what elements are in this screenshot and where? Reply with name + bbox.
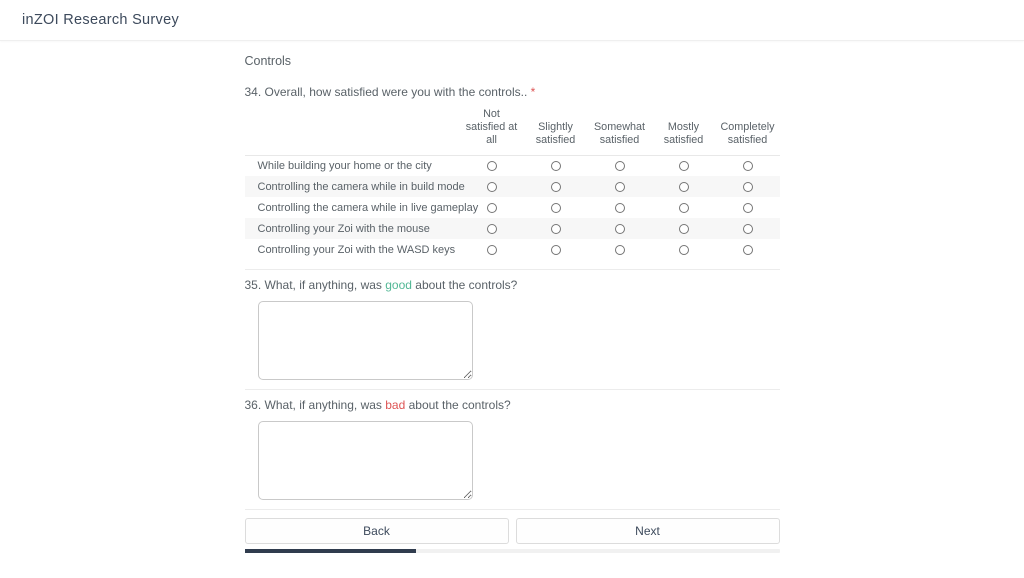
matrix-cell: [588, 176, 652, 197]
section-divider: [244, 509, 780, 511]
matrix-radio[interactable]: [678, 181, 689, 192]
matrix-radio[interactable]: [614, 244, 625, 255]
page-title: inZOI Research Survey: [22, 12, 179, 28]
question-36: 36. What, if anything, was bad about the…: [245, 398, 780, 501]
question-36-highlight: bad: [385, 398, 406, 413]
matrix-header-row: Not satisfied at all Slightly satisfied So…: [245, 108, 780, 155]
matrix-cell: [588, 239, 652, 260]
question-35-label: 35. What, if anything, was good about th…: [245, 278, 780, 292]
matrix-cell: [523, 154, 588, 177]
question-34-text: 34. Overall, how satisfied were you with…: [244, 85, 528, 99]
matrix-radio[interactable]: [678, 202, 689, 213]
matrix-cell: [459, 154, 524, 177]
progress-fill: [244, 549, 416, 554]
matrix-row: Controlling your Zoi with the WASD keys: [245, 239, 780, 260]
matrix-cell: [716, 218, 780, 239]
matrix-radio[interactable]: [486, 202, 497, 213]
matrix-radio[interactable]: [550, 181, 561, 192]
matrix-cell: [460, 239, 524, 260]
matrix-cell: [460, 218, 524, 239]
matrix-cell: [524, 218, 588, 239]
matrix-radio[interactable]: [550, 160, 561, 171]
question-35-suffix: about the controls?: [411, 278, 518, 293]
matrix-radio[interactable]: [614, 202, 625, 213]
matrix-radio[interactable]: [742, 223, 753, 234]
matrix-cell: [716, 239, 780, 260]
section-title: Controls: [244, 54, 292, 68]
matrix-row: Controlling your Zoi with the mouse: [244, 218, 780, 240]
matrix-radio[interactable]: [678, 223, 689, 234]
matrix-radio[interactable]: [486, 181, 497, 192]
question-35-prefix: 35. What, if anything, was: [244, 278, 386, 293]
question-35: 35. What, if anything, was good about th…: [245, 278, 780, 381]
matrix-cell: [524, 197, 588, 218]
question-36-suffix: about the controls?: [405, 398, 511, 413]
matrix-row: While building your home or the city: [244, 154, 780, 177]
matrix-radio[interactable]: [678, 160, 689, 171]
question-34: 34. Overall, how satisfied were you with…: [244, 85, 780, 260]
question-35-textarea[interactable]: [257, 301, 473, 381]
matrix-cell: [651, 154, 716, 177]
matrix-cell: [715, 154, 780, 177]
matrix-cell: [716, 176, 780, 197]
matrix-cell: [652, 239, 716, 260]
matrix-radio[interactable]: [486, 160, 497, 171]
matrix-radio[interactable]: [742, 160, 753, 171]
matrix-row: Controlling the camera while in build mo…: [244, 176, 780, 198]
matrix-cell: [652, 176, 716, 197]
matrix-row-label: Controlling your Zoi with the mouse: [257, 222, 430, 235]
matrix-row-label: Controlling your Zoi with the WASD keys: [257, 243, 456, 256]
question-36-prefix: 36. What, if anything, was: [244, 398, 386, 413]
satisfaction-matrix: Not satisfied at all Slightly satisfied So…: [244, 108, 780, 260]
matrix-cell: [588, 218, 652, 239]
question-36-label: 36. What, if anything, was bad about the…: [245, 398, 780, 412]
matrix-radio[interactable]: [550, 244, 561, 255]
matrix-cell: [587, 154, 652, 177]
matrix-cell: [524, 176, 588, 197]
section-divider: [244, 269, 780, 271]
matrix-radio[interactable]: [742, 181, 753, 192]
required-asterisk: *: [530, 85, 536, 99]
matrix-radio[interactable]: [614, 160, 625, 171]
matrix-row-label: Controlling the camera while in live gam…: [257, 201, 479, 214]
matrix-cell: [524, 239, 588, 260]
matrix-column-header: Somewhat satisfied: [593, 121, 645, 147]
navigation-row: Back Next: [244, 518, 780, 545]
matrix-radio[interactable]: [550, 223, 561, 234]
matrix-header-spacer: [245, 108, 460, 155]
matrix-column-header: Not satisfied at all: [465, 108, 518, 147]
matrix-cell: [652, 197, 716, 218]
survey-content: Controls 34. Overall, how satisfied were…: [244, 41, 780, 554]
matrix-cell: [716, 197, 780, 218]
matrix-row-label: Controlling the camera while in build mo…: [257, 180, 465, 193]
question-36-textarea[interactable]: [257, 421, 473, 501]
matrix-cell: [588, 197, 652, 218]
matrix-radio[interactable]: [742, 244, 753, 255]
matrix-column-header: Completely satisfied: [720, 121, 775, 147]
matrix-cell: [652, 218, 716, 239]
matrix-row-label: While building your home or the city: [244, 154, 460, 177]
matrix-row: Controlling the camera while in live gam…: [245, 197, 780, 218]
matrix-radio[interactable]: [678, 244, 689, 255]
matrix-radio[interactable]: [614, 223, 625, 234]
matrix-cell: [460, 176, 524, 197]
matrix-radio[interactable]: [486, 223, 497, 234]
progress-bar: [244, 549, 780, 554]
matrix-column-header: Slightly satisfied: [535, 121, 576, 147]
section-divider: [244, 389, 780, 391]
question-34-label: 34. Overall, how satisfied were you with…: [245, 85, 780, 99]
matrix-radio[interactable]: [486, 244, 497, 255]
matrix-cell: [460, 197, 524, 218]
matrix-radio[interactable]: [550, 202, 561, 213]
matrix-column-header: Mostly satisfied: [663, 121, 704, 147]
app-header: inZOI Research Survey: [0, 0, 1024, 41]
next-button[interactable]: Next: [515, 518, 780, 545]
matrix-radio[interactable]: [742, 202, 753, 213]
question-35-highlight: good: [385, 278, 412, 293]
matrix-radio[interactable]: [614, 181, 625, 192]
back-button[interactable]: Back: [244, 518, 509, 545]
